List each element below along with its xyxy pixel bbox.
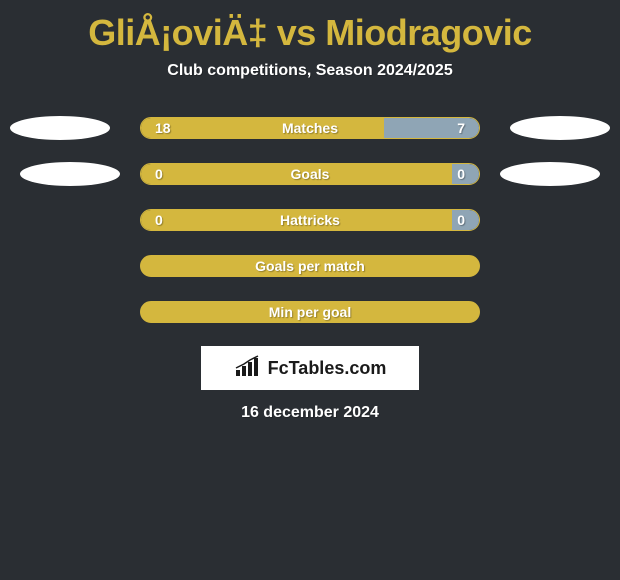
date-text: 16 december 2024 (0, 404, 620, 422)
logo-text: FcTables.com (268, 358, 387, 379)
bar-hattricks: 0 Hattricks 0 (140, 209, 480, 231)
bar-goals-right (452, 164, 479, 184)
bar-goals: 0 Goals 0 (140, 163, 480, 185)
gpm-label: Goals per match (255, 258, 365, 274)
bar-hattricks-right (452, 210, 479, 230)
logo-content: FcTables.com (234, 354, 387, 383)
mpg-label: Min per goal (269, 304, 351, 320)
logo-box[interactable]: FcTables.com (201, 346, 419, 390)
bar-gpm: Goals per match (140, 255, 480, 277)
chart-icon (234, 354, 262, 383)
goals-right-value: 0 (457, 166, 465, 182)
stat-row-goals: 0 Goals 0 (0, 162, 620, 186)
bar-matches: 18 Matches 7 (140, 117, 480, 139)
stat-row-gpm: Goals per match (0, 254, 620, 278)
page-title: GliÅ¡oviÄ‡ vs Miodragovic (0, 0, 620, 62)
goals-left-value: 0 (155, 166, 163, 182)
player-left-avatar (10, 116, 110, 140)
stat-row-mpg: Min per goal (0, 300, 620, 324)
matches-label: Matches (282, 120, 338, 136)
bar-matches-left (141, 118, 384, 138)
comparison-card: GliÅ¡oviÄ‡ vs Miodragovic Club competiti… (0, 0, 620, 580)
hattricks-right-value: 0 (457, 212, 465, 228)
player-right-avatar (510, 116, 610, 140)
stat-row-hattricks: 0 Hattricks 0 (0, 208, 620, 232)
bar-mpg: Min per goal (140, 301, 480, 323)
stat-row-matches: 18 Matches 7 (0, 116, 620, 140)
player-right-avatar-2 (500, 162, 600, 186)
player-left-avatar-2 (20, 162, 120, 186)
goals-label: Goals (291, 166, 330, 182)
subtitle: Club competitions, Season 2024/2025 (0, 62, 620, 80)
hattricks-left-value: 0 (155, 212, 163, 228)
hattricks-label: Hattricks (280, 212, 340, 228)
matches-left-value: 18 (155, 120, 171, 136)
matches-right-value: 7 (457, 120, 465, 136)
